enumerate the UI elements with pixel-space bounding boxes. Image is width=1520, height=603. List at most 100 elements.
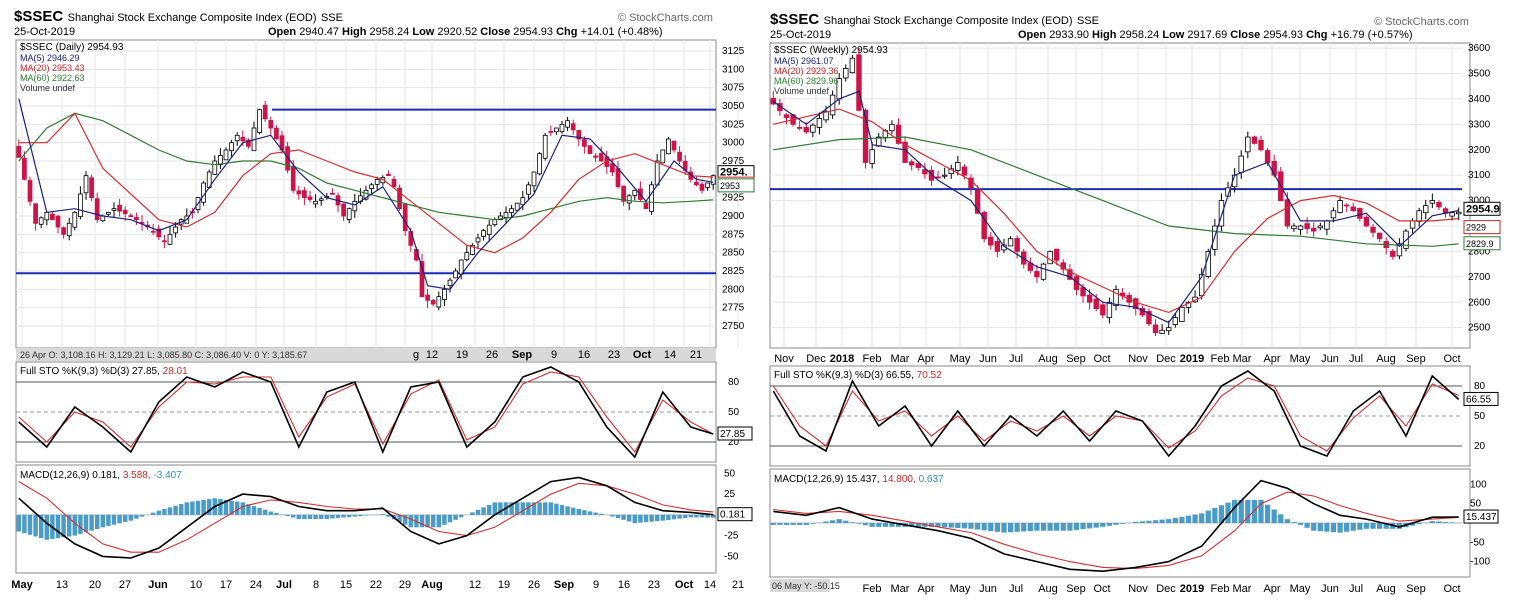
candle-body <box>610 163 615 173</box>
x-tick-label: May <box>1290 353 1311 365</box>
macd-hist-bar <box>1245 499 1251 523</box>
price-tick-label: 2775 <box>722 303 745 314</box>
candle-body <box>290 165 296 191</box>
macd-hist-bar <box>106 514 111 526</box>
macd-hist-bar <box>481 507 486 515</box>
x-tick-label: Dec <box>1156 353 1176 365</box>
macd-hist-bar <box>1436 521 1442 523</box>
candle-body <box>66 222 72 237</box>
macd-hist-bar <box>229 500 234 515</box>
candle-body <box>223 149 229 161</box>
macd-hist-bar <box>1067 523 1073 531</box>
candle-body <box>849 57 856 74</box>
candle-body <box>38 217 44 225</box>
x-tick-label: 29 <box>399 579 411 591</box>
macd-hist-bar <box>27 514 33 535</box>
x-tick-label: 16 <box>618 579 630 591</box>
legend-price: $SSEC (Daily) 2954.93 <box>20 42 124 53</box>
candle-body <box>974 189 981 214</box>
candle-body <box>621 185 626 202</box>
x-tick-label: Nov <box>1128 353 1148 365</box>
legend-volume: Volume undef <box>774 86 830 96</box>
candle-body <box>212 160 218 175</box>
sto-tick-label: 80 <box>1474 381 1486 392</box>
macd-hist-bar <box>810 523 816 524</box>
macd-signal-value: 3.588, <box>123 470 151 481</box>
macd-pane: -100 -50 50 100 MACD(12,26,9) 15.437, 14.80… <box>769 468 1499 578</box>
legend-ma5: MA(5) 2946.29 <box>20 53 80 63</box>
macd-title-text: MACD(12,26,9) 0.181, <box>20 470 120 481</box>
macd-hist-bar <box>313 514 318 519</box>
candle-body <box>1093 298 1099 310</box>
candle-body <box>1343 204 1350 207</box>
macd-hist-bar <box>430 514 436 528</box>
price-tick-label: 3200 <box>1468 145 1491 156</box>
macd-hist-bar <box>201 499 206 515</box>
candle-body <box>33 203 38 224</box>
macd-hist-bar <box>1073 523 1080 530</box>
candle-body <box>78 193 83 217</box>
candle-body <box>162 240 167 243</box>
macd-hist-bar <box>632 514 638 524</box>
macd-macd-line <box>773 479 1459 573</box>
ma60-line <box>18 112 714 221</box>
candle-body <box>268 120 274 129</box>
close-label: Close <box>480 26 511 38</box>
macd-hist-bar <box>582 510 587 515</box>
candle-body <box>313 200 318 205</box>
candle-body <box>391 178 397 188</box>
macd-hist-bar <box>178 504 184 515</box>
x-tick-label: Oct <box>675 579 694 591</box>
candle-body <box>492 219 498 226</box>
candle-body <box>117 204 122 212</box>
macd-hist-bar <box>61 514 66 538</box>
candle-body <box>941 174 948 177</box>
macd-last-label: 0.181 <box>720 510 745 521</box>
x-tick-label: 24 <box>250 579 262 591</box>
candle-body <box>1053 248 1060 261</box>
sto-title: Full STO %K(9,3) %D(3) 66.55, 70.52 <box>774 370 942 381</box>
candle-body <box>464 252 470 261</box>
sto-tick-label: 80 <box>728 377 740 388</box>
x-tick-label: Oct <box>1443 583 1460 595</box>
macd-title-text: MACD(12,26,9) 15.437, <box>774 474 880 485</box>
macd-hist-bar <box>397 514 402 522</box>
macd-hist-bar <box>1001 523 1007 533</box>
x-tick-label: Oct <box>1443 353 1460 365</box>
x-tick-label: Apr <box>917 353 934 365</box>
macd-hist-bar <box>1212 507 1218 523</box>
macd-hist-bar <box>1278 514 1284 523</box>
candle-body <box>1113 289 1119 306</box>
candle-body <box>961 166 968 176</box>
macd-hist-bar <box>352 514 358 517</box>
macd-hist-bar <box>1429 521 1435 523</box>
open-value: 2933.90 <box>1049 29 1089 41</box>
x-tick-label: Jun <box>979 583 997 595</box>
macd-hist-bar <box>615 514 621 519</box>
macd-hist-bar <box>1172 517 1178 523</box>
macd-hist-bar <box>1159 519 1165 523</box>
x-tick-label: 9 <box>593 579 599 591</box>
macd-hist-bar <box>94 514 100 529</box>
candle-body <box>1218 200 1225 227</box>
candle-body <box>994 241 1001 252</box>
macd-hist-bar <box>1133 521 1139 523</box>
macd-hist-bar <box>156 510 162 515</box>
price-label-box <box>1463 220 1501 235</box>
x-tick-label: Sep <box>512 349 532 361</box>
sto-title-text: Full STO %K(9,3) %D(3) 27.85, <box>20 366 160 377</box>
x-tick-label: Nov <box>1128 583 1148 595</box>
macd-hist-bar <box>44 514 50 540</box>
high-label: High <box>342 26 367 38</box>
candle-body <box>307 196 313 200</box>
macd-hist-bar <box>1258 499 1264 523</box>
candle-body <box>481 230 486 237</box>
macd-hist-bar <box>783 523 790 525</box>
macd-macd-line <box>18 476 714 559</box>
low-value: 2920.52 <box>437 26 478 38</box>
x-tick-label: Feb <box>1211 353 1230 365</box>
candle-body <box>869 149 875 164</box>
macd-hist-bar <box>677 514 682 519</box>
macd-hist-bar <box>1297 523 1304 525</box>
sto-last-box <box>1463 391 1499 406</box>
